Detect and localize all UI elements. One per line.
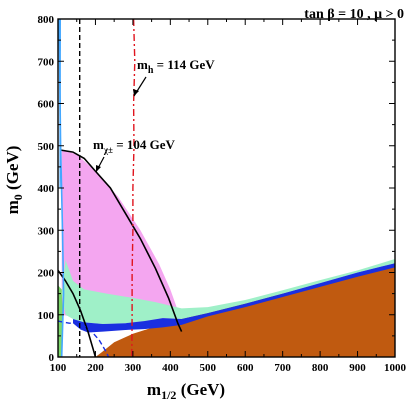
line-higgs-mass-line <box>131 19 136 357</box>
y-tick-label-800: 800 <box>38 14 55 26</box>
x-axis-title: m1/2 (GeV) <box>147 380 225 402</box>
y-axis-title: m0 (GeV) <box>3 146 25 215</box>
y-tick-label-0: 0 <box>49 352 55 364</box>
x-tick-label-300: 300 <box>125 362 142 374</box>
y-tick-label-700: 700 <box>38 56 55 68</box>
x-tick-label-100: 100 <box>50 362 67 374</box>
y-tick-label-400: 400 <box>38 183 55 195</box>
x-tick-label-900: 900 <box>349 362 366 374</box>
x-tick-label-600: 600 <box>237 362 254 374</box>
region-wmap-relic-band <box>61 259 395 324</box>
chart-header: tan β = 10 , μ > 0 <box>304 7 404 22</box>
labels-layer: 100 200 300 400 500 600 700 800 900 1000010020030… <box>38 14 407 374</box>
region-cdm-strip <box>73 263 395 333</box>
x-tick-label-700: 700 <box>274 362 291 374</box>
line-chargino-mass-curve <box>60 149 183 332</box>
line-blue-dashed-curve <box>58 320 110 357</box>
chargino-mass-annotation: mχ± = 104 GeV <box>93 137 175 155</box>
x-tick-label-500: 500 <box>200 362 217 374</box>
x-tick-label-400: 400 <box>162 362 179 374</box>
ticks-layer <box>57 18 396 358</box>
y-tick-label-200: 200 <box>38 268 55 280</box>
regions-layer <box>58 19 395 357</box>
x-tick-label-1000: 1000 <box>384 362 407 374</box>
y-tick-label-600: 600 <box>38 99 55 111</box>
y-tick-label-300: 300 <box>38 225 55 237</box>
y-tick-label-500: 500 <box>38 141 55 153</box>
higgs-mass-annotation: mh = 114 GeV <box>137 57 215 76</box>
chargino-annotation-arrowhead <box>96 165 101 172</box>
x-tick-label-800: 800 <box>312 362 329 374</box>
higgs-annotation-arrowhead <box>133 89 139 96</box>
x-tick-label-200: 200 <box>87 362 104 374</box>
line-lower-black-curve <box>58 269 97 357</box>
region-g-2-region <box>61 150 182 324</box>
y-tick-label-100: 100 <box>38 310 55 322</box>
